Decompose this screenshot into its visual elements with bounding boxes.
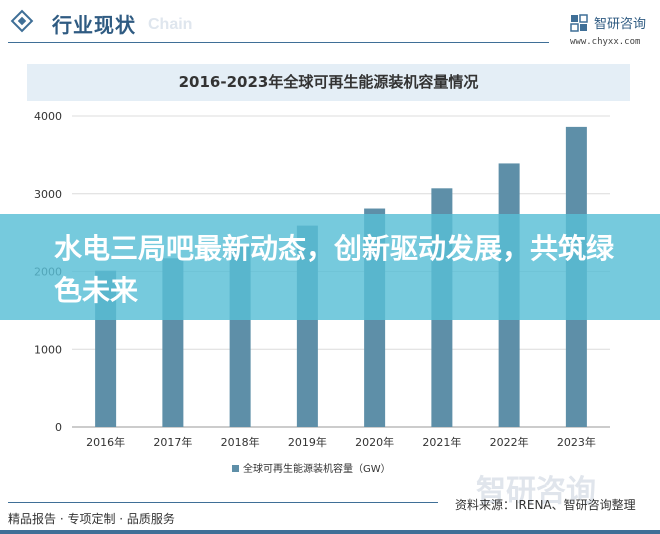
data-source: 资料来源：IRENA、智研咨询整理 — [455, 498, 636, 512]
y-tick-label: 4000 — [34, 110, 62, 123]
x-tick-label: 2016年 — [86, 435, 125, 449]
legend-swatch — [232, 465, 239, 472]
header: Chain 行业现状 智研咨询 www.chyxx.com — [0, 0, 660, 50]
header-divider — [8, 42, 549, 43]
x-tick-label: 2021年 — [422, 435, 461, 449]
x-tick-label: 2020年 — [355, 435, 394, 449]
logo-icon — [570, 14, 588, 32]
y-tick-label: 0 — [55, 421, 62, 434]
section-title: 行业现状 — [52, 13, 136, 37]
header-watermark: Chain — [148, 16, 193, 33]
footer-divider — [8, 502, 438, 503]
headline-banner: 水电三局吧最新动态，创新驱动发展，共筑绿色未来 — [0, 214, 660, 320]
logo-url: www.chyxx.com — [570, 37, 641, 47]
footer-watermark: 智研咨询 — [476, 474, 596, 509]
y-tick-label: 1000 — [34, 343, 62, 356]
footer-slogan: 精品报告 · 专项定制 · 品质服务 — [8, 512, 175, 526]
y-tick-label: 3000 — [34, 188, 62, 201]
x-tick-label: 2023年 — [557, 435, 596, 449]
x-tick-label: 2019年 — [288, 435, 327, 449]
footer-bar — [0, 530, 660, 534]
x-tick-label: 2018年 — [221, 435, 260, 449]
logo-name: 智研咨询 — [594, 17, 647, 32]
chart-title: 2016-2023年全球可再生能源装机容量情况 — [27, 64, 630, 101]
x-tick-label: 2022年 — [490, 435, 529, 449]
headline-text: 水电三局吧最新动态，创新驱动发展，共筑绿色未来 — [54, 232, 615, 307]
legend-label: 全球可再生能源装机容量（GW） — [243, 462, 391, 475]
x-tick-label: 2017年 — [153, 435, 192, 449]
